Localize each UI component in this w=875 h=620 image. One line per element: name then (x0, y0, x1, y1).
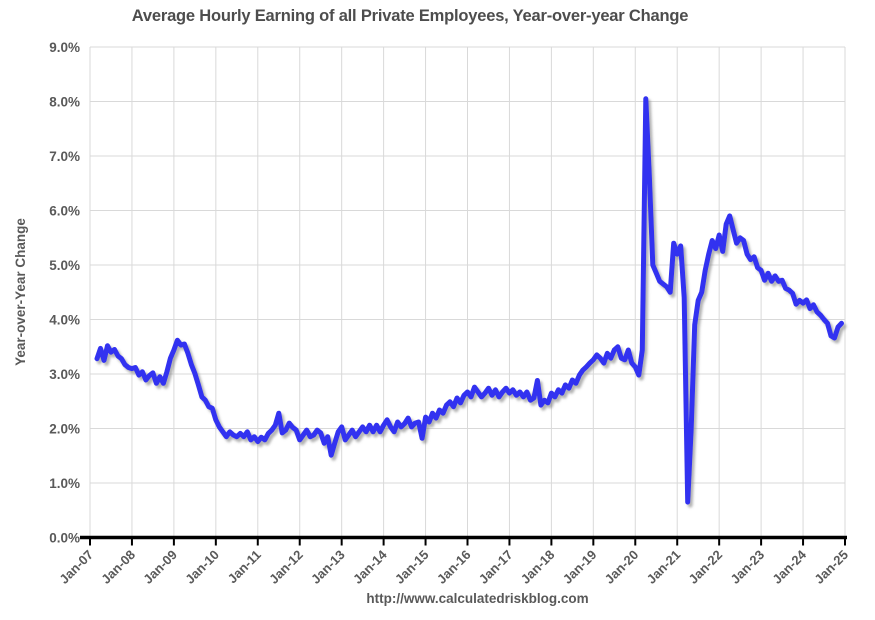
gridlines (89, 46, 846, 538)
x-axis (80, 535, 847, 546)
x-tick-label: Jan-14 (350, 546, 390, 586)
y-tick-label: 7.0% (49, 149, 80, 164)
x-tick-label: Jan-17 (476, 547, 516, 587)
x-tick-label: Jan-15 (392, 547, 432, 587)
y-tick-label: 5.0% (49, 258, 80, 273)
x-tick-label: Jan-08 (98, 547, 138, 587)
x-tick-label: Jan-16 (434, 547, 474, 587)
y-tick-label: 4.0% (49, 312, 80, 327)
x-tick-label: Jan-25 (811, 547, 851, 587)
x-tick-label: Jan-10 (182, 547, 222, 587)
x-tick-label: Jan-21 (644, 547, 684, 587)
y-tick-label: 6.0% (49, 203, 80, 218)
x-tick-labels: Jan-07 Jan-08 Jan-09 Jan-10 Jan-11 Jan-12 Jan-… (56, 546, 851, 586)
x-tick-label: Jan-18 (518, 547, 558, 587)
chart-title: Average Hourly Earning of all Private Em… (131, 7, 689, 25)
x-tick-label: Jan-12 (266, 547, 306, 587)
x-tick-label: Jan-07 (56, 547, 96, 587)
x-tick-label: Jan-19 (560, 547, 600, 587)
y-tick-label: 3.0% (49, 367, 80, 382)
y-tick-label: 8.0% (49, 94, 80, 109)
x-tick-label: Jan-23 (727, 547, 767, 587)
x-tick-label: Jan-22 (686, 547, 726, 587)
y-tick-label: 1.0% (49, 476, 80, 491)
x-tick-label: Jan-20 (602, 547, 642, 587)
x-tick-label: Jan-24 (769, 546, 809, 586)
y-tick-labels: 0.0% 1.0% 2.0% 3.0% 4.0% 5.0% 6.0% 7.0% 8.0% 9.0% (49, 40, 80, 545)
y-tick-label: 2.0% (49, 421, 80, 436)
y-tick-label: 9.0% (49, 40, 80, 55)
footer-url: http://www.calculatedriskblog.com (366, 591, 589, 606)
x-tick-label: Jan-11 (225, 547, 264, 586)
y-tick-label: 0.0% (49, 530, 80, 545)
x-tick-label: Jan-09 (140, 547, 180, 587)
x-tick-label: Jan-13 (308, 547, 348, 587)
data-line-series (94, 96, 844, 505)
